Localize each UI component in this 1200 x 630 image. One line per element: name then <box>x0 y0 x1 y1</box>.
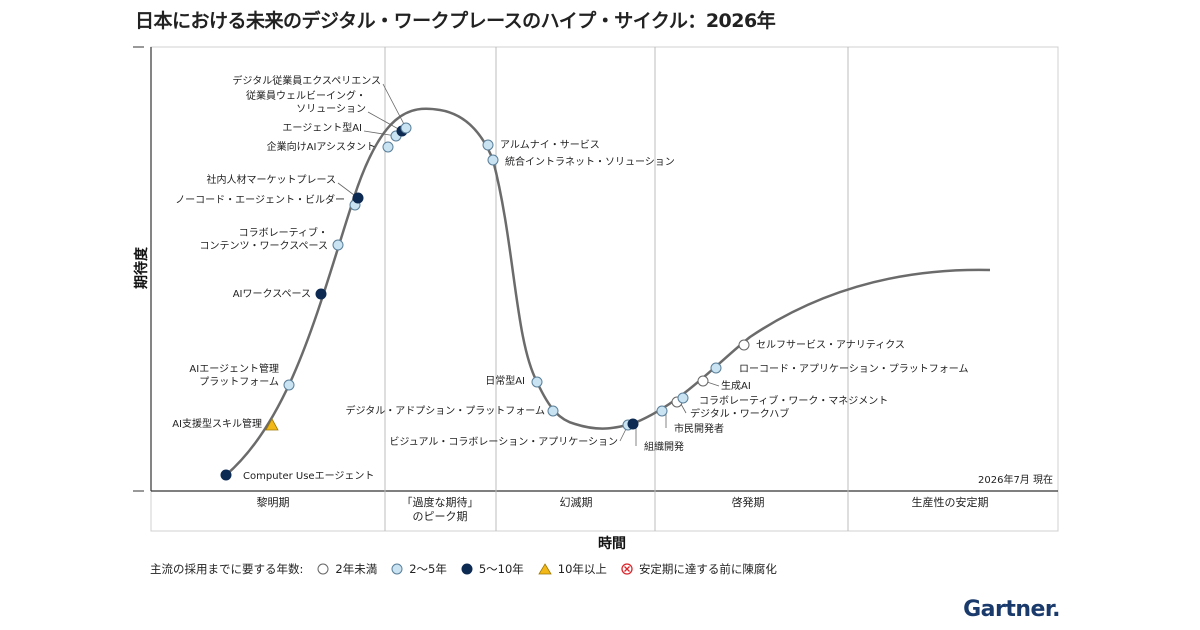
label-14: 日常型AI <box>485 374 525 387</box>
phase-label-3: 幻滅期 <box>560 496 593 509</box>
legend-label-5to10: 5〜10年 <box>478 562 524 576</box>
legend-item-obsolete: 安定期に達する前に陳腐化 <box>621 561 777 577</box>
leader-line-10 <box>367 111 403 132</box>
marker-12 <box>482 139 494 151</box>
label-11: デジタル従業員エクスペリエンス <box>232 74 381 87</box>
marker-22 <box>710 362 722 374</box>
as-of-date: 2026年7月 現在 <box>978 473 1053 486</box>
label-10: 従業員ウェルビーイング・ソリューション <box>246 89 366 115</box>
label-9: エージェント型AI <box>282 121 362 134</box>
marker-11 <box>400 122 412 134</box>
marker-23 <box>738 339 750 351</box>
x-axis-title: 時間 <box>598 535 626 552</box>
label-17: 組織開発 <box>644 440 684 453</box>
label-2: AI支援型スキル管理 <box>172 417 262 430</box>
label-1: Computer Useエージェント <box>243 471 374 482</box>
marker-3 <box>283 379 295 391</box>
label-8: 企業向けAIアシスタント <box>267 140 376 153</box>
label-22: ローコード・アプリケーション・プラットフォーム <box>739 363 969 375</box>
chart-title: 日本における未来のデジタル・ワークプレースのハイプ・サイクル：2026年 <box>135 10 776 32</box>
phase-label-5: 生産性の安定期 <box>912 495 989 509</box>
legend-item-5to10: 5〜10年 <box>461 561 524 577</box>
label-3: AIエージェント管理プラットフォーム <box>189 362 279 388</box>
label-16: ビジュアル・コラボレーション・アプリケーション <box>389 436 618 448</box>
gartner-logo: Gartner. <box>963 597 1060 622</box>
label-18: 市民開発者 <box>674 422 724 435</box>
label-4: AIワークスペース <box>233 288 311 300</box>
label-20: コラボレーティブ・ワーク・マネジメント <box>699 394 888 407</box>
marker-21 <box>697 375 709 387</box>
hype-cycle-chart: 時間 期待度 2026年7月 現在 Computer Useエージェント AI支援型ス… <box>133 46 1059 552</box>
legend-label-2to5: 2〜5年 <box>409 562 447 576</box>
marker-17 <box>627 418 639 430</box>
marker-15 <box>547 405 559 417</box>
legend-title: 主流の採用までに要する年数: <box>150 562 304 576</box>
label-5: コラボレーティブ・コンテンツ・ワークスペース <box>200 226 329 252</box>
legend-label-obsolete: 安定期に達する前に陳腐化 <box>638 562 777 576</box>
leader-line-19 <box>680 403 687 414</box>
legend-item-gt10: 10年以上 <box>538 561 607 577</box>
legend-item-2to5: 2〜5年 <box>391 561 447 577</box>
label-13: 統合イントラネット・ソリューション <box>505 155 675 168</box>
legend-label-lt2: 2年未満 <box>335 562 378 576</box>
marker-13 <box>487 154 499 166</box>
legend-label-gt10: 10年以上 <box>557 562 607 576</box>
marker-8 <box>382 141 394 153</box>
marker-20 <box>677 392 689 404</box>
legend-item-lt2: 2年未満 <box>317 561 377 577</box>
label-21: 生成AI <box>721 379 751 392</box>
label-12: アルムナイ・サービス <box>500 139 600 151</box>
legend: 主流の採用までに要する年数: 2年未満 2〜5年 5〜10年 10年以上 安定期… <box>150 561 777 577</box>
label-15: デジタル・アドプション・プラットフォーム <box>346 404 546 417</box>
phase-label-4: 啓発期 <box>732 495 765 509</box>
leader-line-11 <box>382 83 407 129</box>
leader-line-21 <box>706 381 720 387</box>
label-19: デジタル・ワークハブ <box>690 407 789 420</box>
y-axis-title: 期待度 <box>133 246 150 289</box>
marker-2 <box>265 418 279 431</box>
label-7: 社内人材マーケットプレース <box>207 173 337 186</box>
marker-7 <box>352 192 364 204</box>
marker-5 <box>332 239 344 251</box>
marker-4 <box>315 288 327 300</box>
phase-label-2: 「過度な期待」のピーク期 <box>402 495 479 523</box>
marker-18 <box>656 405 668 417</box>
label-6: ノーコード・エージェント・ビルダー <box>175 193 345 206</box>
hype-curve <box>225 107 991 476</box>
marker-1 <box>220 469 232 481</box>
marker-14 <box>531 376 543 388</box>
phase-label-1: 黎明期 <box>257 495 290 509</box>
label-23: セルフサービス・アナリティクス <box>756 339 905 351</box>
